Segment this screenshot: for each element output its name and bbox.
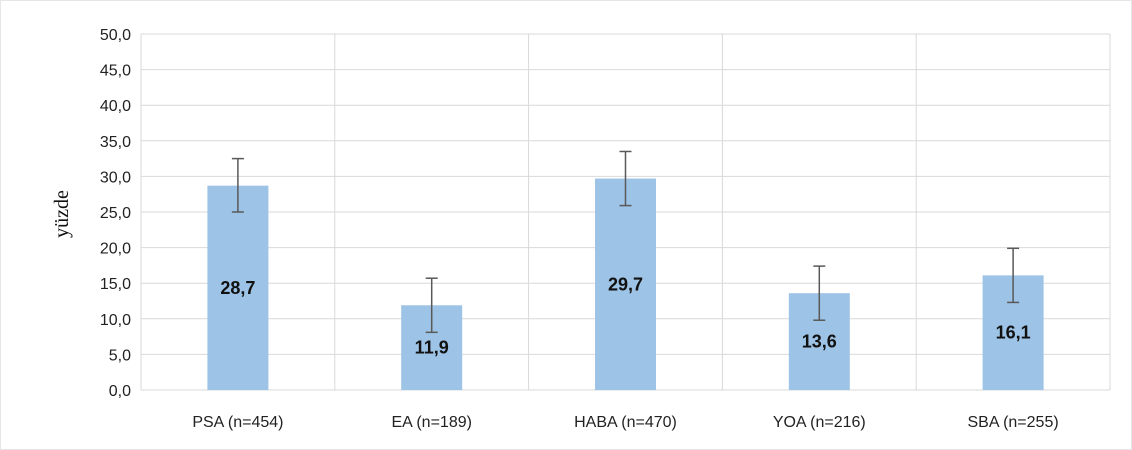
error-bar [619,150,632,207]
y-tick-label: 0,0 [109,383,131,400]
x-tick-label: YOA (n=216) [773,414,866,431]
y-tick-label: 30,0 [100,169,131,186]
data-label: 11,9 [415,338,449,358]
y-tick-label: 40,0 [100,98,131,115]
y-tick-label: 10,0 [100,312,131,329]
y-tick-label: 5,0 [109,347,131,364]
y-tick-label: 50,0 [100,27,131,44]
y-tick-label: 45,0 [100,63,131,80]
x-tick-label: HABA (n=470) [574,414,677,431]
data-label: 28,7 [220,278,255,298]
error-bar [813,265,826,321]
x-tick-label: EA (n=189) [391,414,472,431]
data-label: 13,6 [802,332,837,352]
data-label: 29,7 [608,274,643,294]
y-tick-label: 15,0 [100,276,131,293]
error-bar [1007,247,1020,304]
label-layer: 0,0 5,0 10,0 15,0 20,0 25,0 30,0 35,0 40,0 45,0 50… [100,27,1059,431]
x-tick-label: PSA (n=454) [192,414,283,431]
x-tick-label: SBA (n=255) [968,414,1059,431]
y-tick-label: 25,0 [100,205,131,222]
y-tick-label: 35,0 [100,134,131,151]
bar [207,185,269,390]
error-bar [425,277,438,334]
y-tick-label: 20,0 [100,241,131,258]
data-label: 16,1 [996,323,1031,343]
error-bar-layer [231,150,1020,334]
error-bar [231,157,244,213]
bar [595,178,656,390]
y-axis-label: yüzde [51,190,73,238]
